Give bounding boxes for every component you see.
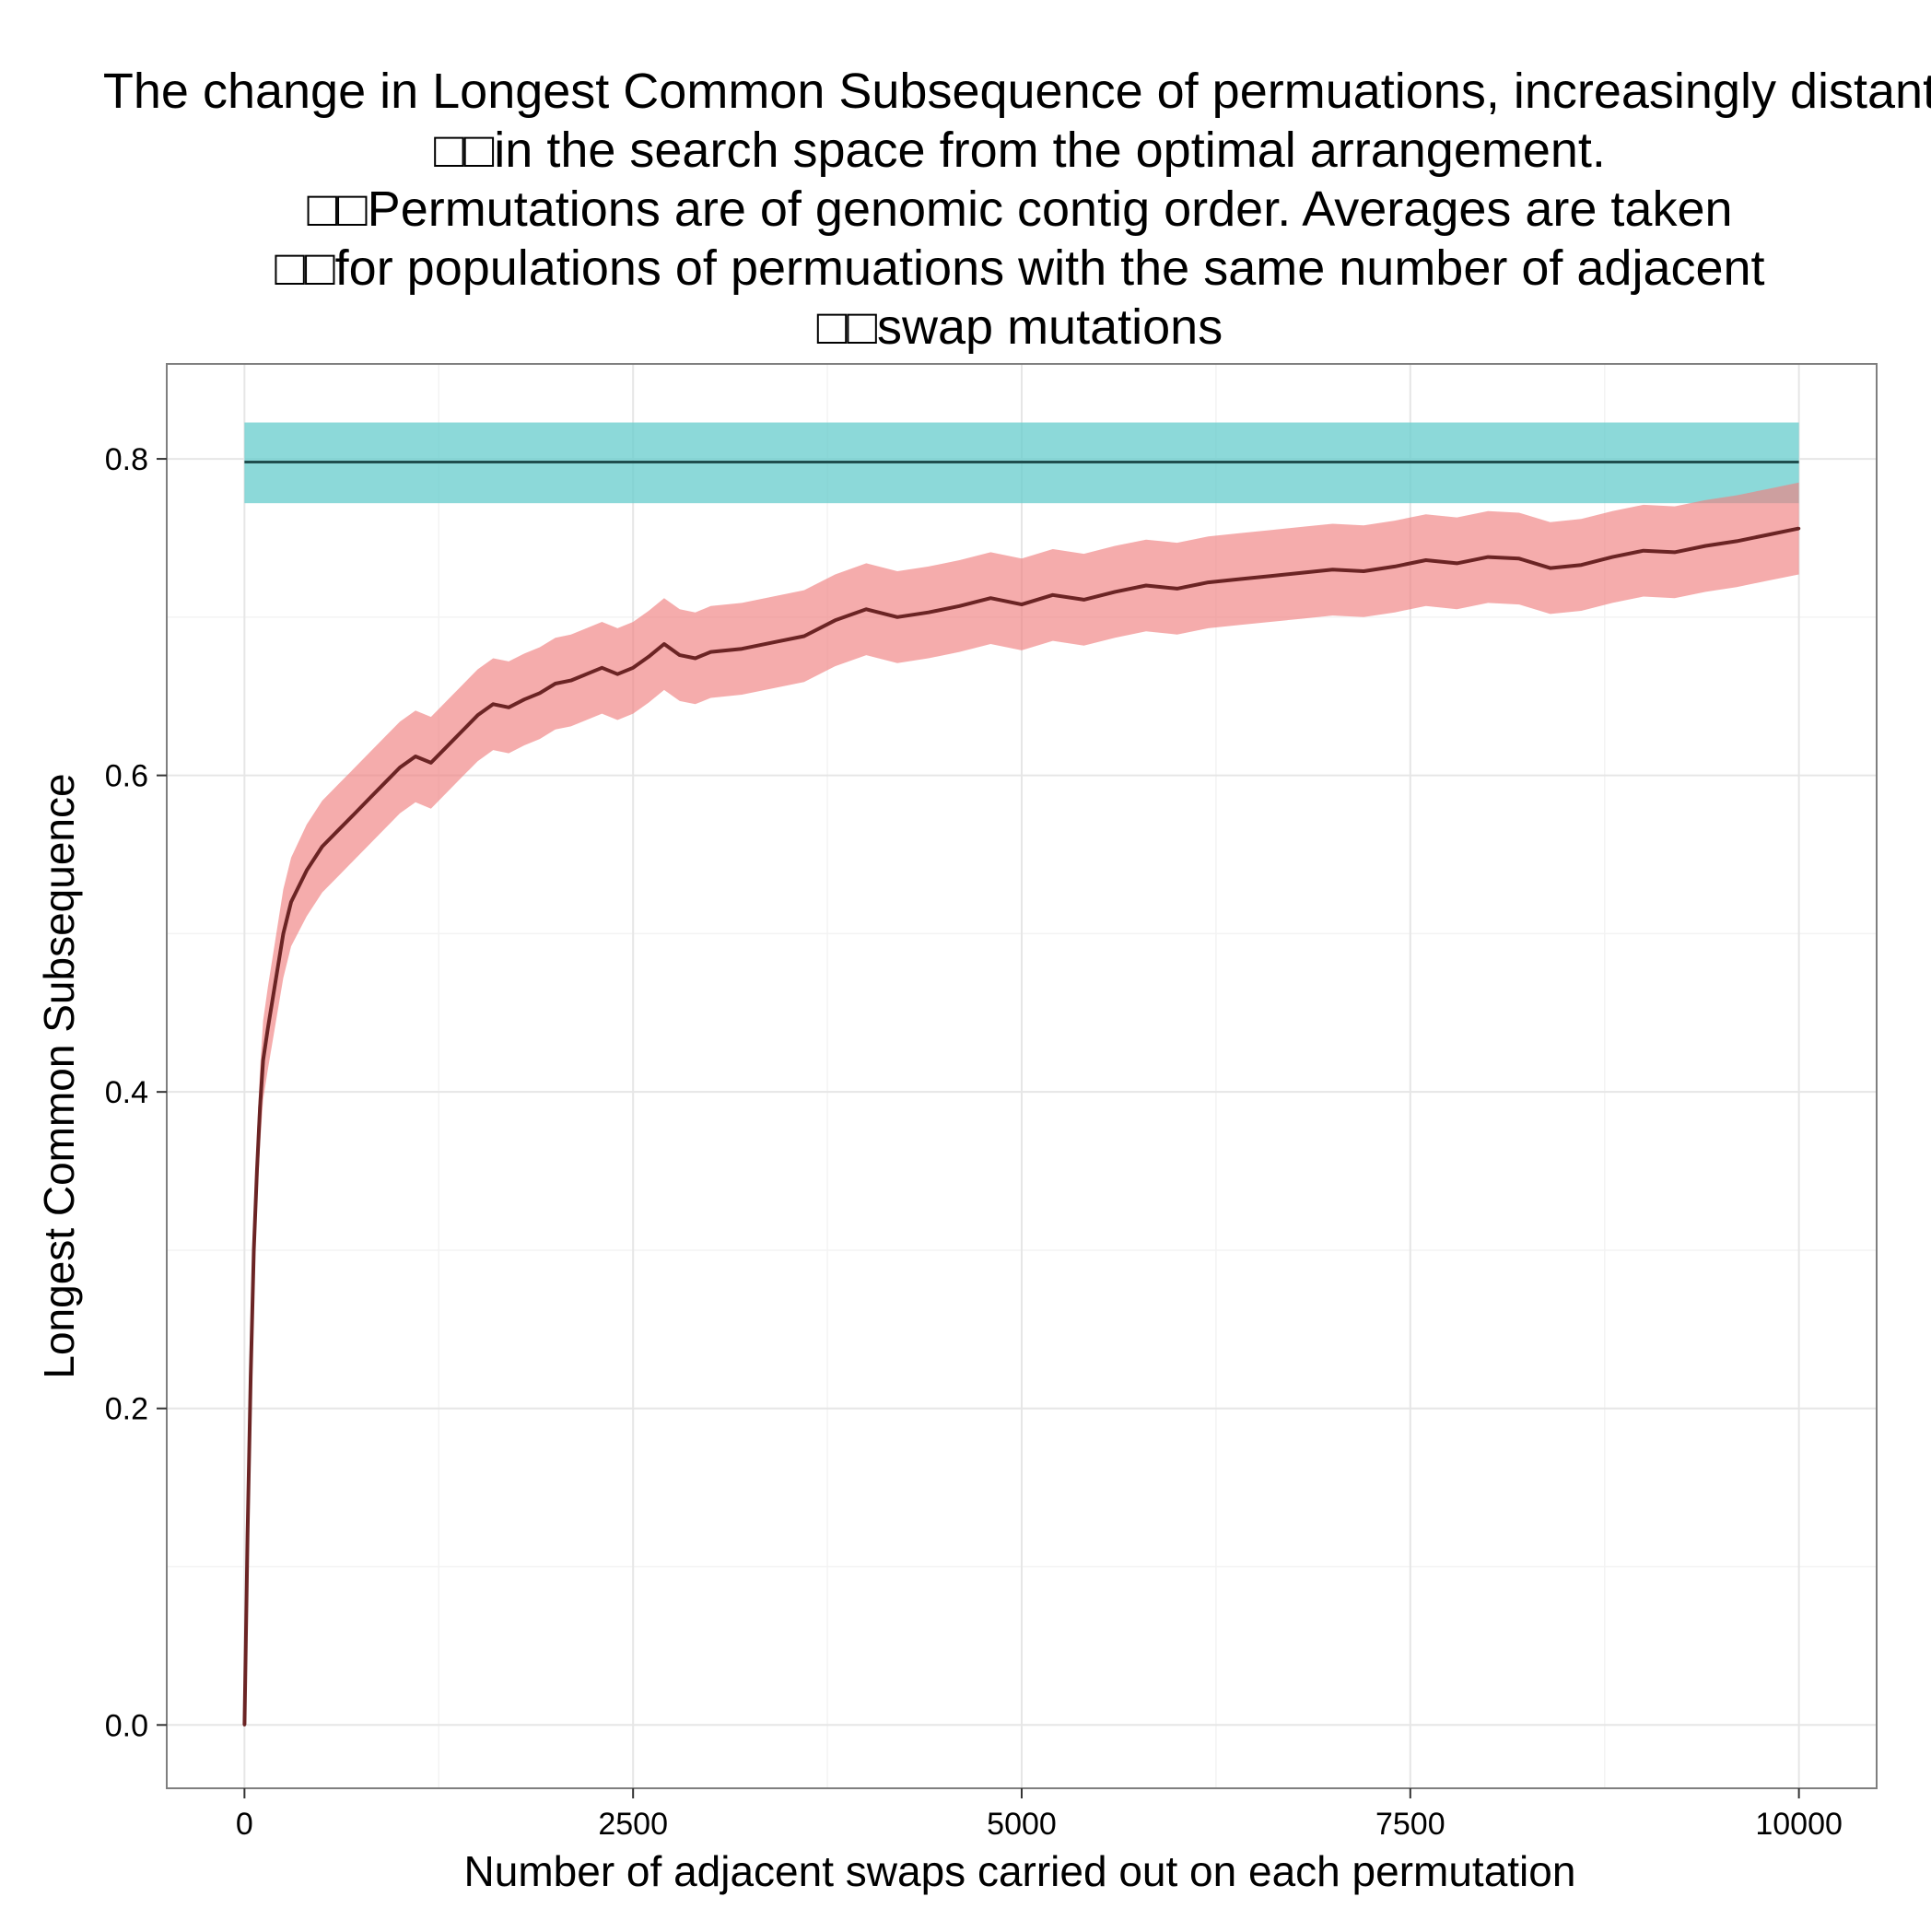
mean-point — [1797, 527, 1801, 531]
y-tick-label: 0.8 — [105, 442, 148, 477]
mean-point — [1486, 555, 1490, 559]
mean-point — [445, 745, 449, 749]
mean-point — [414, 755, 417, 758]
mean-point — [662, 642, 666, 646]
mean-point — [281, 931, 286, 936]
x-tick-label: 10000 — [1755, 1807, 1843, 1842]
mean-point — [1051, 593, 1055, 597]
mean-point — [1766, 533, 1770, 537]
mean-point — [522, 697, 526, 701]
chart-title-line-2: □□in the search space from the optimal a… — [434, 123, 1606, 178]
mean-point — [336, 829, 340, 833]
mean-point — [258, 1106, 262, 1109]
mean-point — [398, 766, 402, 769]
chart-title-line-1: The change in Longest Common Subsequence… — [103, 64, 1931, 119]
mean-point — [1424, 558, 1428, 562]
mean-point — [1144, 583, 1148, 588]
mean-point — [1300, 571, 1304, 575]
mean-point — [1735, 539, 1738, 543]
mean-point — [1237, 578, 1241, 581]
mean-point — [1082, 598, 1086, 602]
mean-point — [1549, 566, 1552, 570]
mean-point — [833, 618, 837, 622]
mean-point — [249, 1375, 252, 1378]
mean-point — [262, 1059, 265, 1062]
mean-point — [554, 682, 557, 685]
mean-point — [802, 634, 806, 638]
mean-point — [351, 813, 356, 817]
x-tick-label: 0 — [236, 1807, 253, 1842]
x-tick-label: 5000 — [987, 1807, 1057, 1842]
series-layer — [242, 422, 1801, 1727]
mean-point — [1330, 568, 1335, 571]
y-tick-label: 0.2 — [105, 1392, 148, 1427]
mean-point — [1206, 580, 1211, 584]
mean-point — [305, 869, 309, 872]
mean-point — [242, 1723, 246, 1727]
mean-point — [507, 706, 510, 709]
mean-point — [252, 1248, 256, 1252]
mean-point — [274, 979, 277, 983]
mean-point — [1517, 556, 1521, 560]
x-axis: 0 2500 5000 7500 10000 — [236, 1788, 1843, 1842]
mean-point — [989, 596, 992, 600]
mean-point — [694, 656, 697, 661]
mean-point — [678, 653, 682, 657]
mean-point — [927, 611, 930, 615]
mean-point — [1579, 563, 1584, 567]
mean-point — [255, 1169, 259, 1173]
mean-point — [1362, 569, 1365, 573]
mean-point — [740, 647, 743, 650]
x-axis-title: Number of adjacent swaps carried out on … — [464, 1847, 1576, 1895]
mean-point — [1673, 550, 1677, 555]
mean-point — [1113, 590, 1117, 593]
x-tick-label: 2500 — [598, 1807, 668, 1842]
plot-panel — [166, 363, 1878, 1789]
y-tick-label: 0.6 — [105, 759, 148, 794]
mean-point — [475, 713, 480, 717]
mean-point — [1455, 561, 1459, 566]
mean-point — [460, 729, 464, 733]
mean-point — [1610, 555, 1614, 559]
mean-point — [569, 678, 573, 683]
mean-point — [708, 650, 713, 654]
chart-title-line-4: □□for populations of permuations with th… — [275, 240, 1764, 296]
mean-point — [429, 761, 433, 765]
mean-point — [382, 781, 386, 785]
mean-point — [1020, 603, 1024, 606]
y-tick-label: 0.4 — [105, 1075, 148, 1110]
mean-point — [321, 845, 324, 849]
chart-title-line-5: □□swap mutations — [817, 299, 1223, 355]
chart-title: The change in Longest Common Subsequence… — [103, 64, 1931, 355]
mean-point — [491, 702, 495, 706]
mean-point — [584, 673, 589, 676]
mean-point — [538, 691, 542, 695]
mean-point — [1176, 587, 1179, 591]
mean-point — [771, 640, 775, 644]
mean-point — [864, 607, 868, 611]
mean-point — [1393, 565, 1397, 568]
mean-point — [266, 1026, 270, 1031]
y-tick-label: 0.0 — [105, 1708, 148, 1743]
mean-point — [631, 666, 635, 670]
mean-point — [367, 797, 370, 801]
y-axis: 0.0 0.2 0.4 0.6 0.8 — [105, 442, 167, 1743]
mean-point — [957, 604, 962, 608]
mean-point — [1642, 549, 1645, 553]
mean-point — [895, 615, 899, 619]
mean-point — [1269, 574, 1272, 578]
mean-point — [647, 655, 650, 659]
x-tick-label: 7500 — [1375, 1807, 1445, 1842]
y-axis-title: Longest Common Subsequence — [35, 773, 83, 1378]
mean-point — [600, 666, 604, 670]
mean-point — [246, 1533, 250, 1537]
chart-title-line-3: □□Permutations are of genomic contig ord… — [307, 181, 1732, 237]
mean-point — [1703, 544, 1707, 548]
mean-point — [615, 673, 619, 676]
mean-point — [289, 900, 293, 904]
